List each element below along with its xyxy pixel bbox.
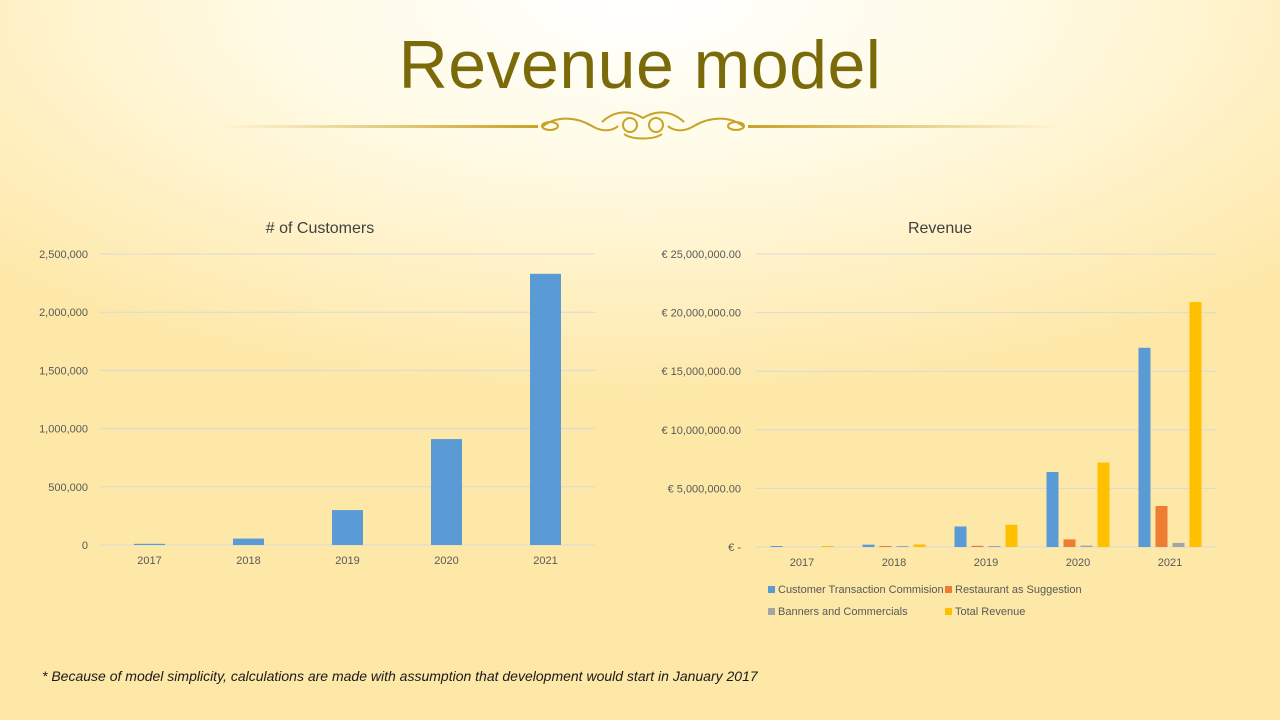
legend-entry: Customer Transaction Commision: [778, 584, 944, 596]
x-tick-label: 2018: [882, 557, 906, 569]
x-tick-label: 2019: [335, 555, 359, 567]
bar: [770, 546, 783, 547]
chart-title: # of Customers: [266, 220, 374, 237]
ornament-divider: [220, 111, 1060, 140]
legend-swatch: [768, 608, 775, 615]
y-tick-label: € 5,000,000.00: [668, 483, 741, 495]
flourish-icon: [541, 111, 745, 140]
legend-swatch: [945, 586, 952, 593]
bar: [1172, 542, 1185, 547]
x-tick-label: 2019: [974, 557, 998, 569]
y-tick-label: € 25,000,000.00: [661, 249, 741, 261]
bar: [862, 544, 875, 547]
bar: [1046, 471, 1059, 547]
bar: [1138, 347, 1151, 547]
bar: [1097, 462, 1110, 547]
x-tick-label: 2020: [1066, 557, 1090, 569]
footnote: * Because of model simplicity, calculati…: [42, 668, 758, 684]
x-tick-label: 2017: [790, 557, 814, 569]
legend-entry: Banners and Commercials: [778, 606, 908, 618]
customers-chart: # of Customers 0 500,000 1,000,000 1,500,000…: [39, 220, 595, 567]
legend-entry: Restaurant as Suggestion: [955, 584, 1082, 596]
bar: [913, 544, 926, 547]
y-tick-label: 2,500,000: [39, 249, 88, 261]
legend-entry: Total Revenue: [955, 606, 1025, 618]
y-tick-label: 1,500,000: [39, 365, 88, 377]
chart-title: Revenue: [908, 220, 972, 237]
bar: [954, 526, 967, 547]
bar: [134, 543, 165, 545]
bar: [1189, 302, 1202, 547]
divider-line-left: [220, 125, 538, 128]
bar: [896, 546, 909, 547]
y-tick-label: 1,000,000: [39, 424, 88, 436]
y-tick-label: € 10,000,000.00: [661, 425, 741, 437]
x-tick-label: 2021: [533, 555, 557, 567]
y-tick-label: 2,000,000: [39, 307, 88, 319]
bar: [1063, 539, 1076, 547]
x-tick-label: 2020: [434, 555, 458, 567]
x-tick-label: 2017: [137, 555, 161, 567]
bar: [431, 439, 462, 545]
legend-swatch: [768, 586, 775, 593]
bar: [1080, 545, 1093, 547]
y-tick-label: € -: [728, 542, 741, 554]
bar: [233, 538, 264, 545]
bar: [530, 273, 561, 545]
bar: [879, 546, 892, 547]
y-tick-label: € 20,000,000.00: [661, 308, 741, 320]
revenue-chart: Revenue € - € 5,000,000.00 € 10,000,000.00 €…: [661, 220, 1216, 618]
slide-title: Revenue model: [398, 27, 882, 103]
legend-swatch: [945, 608, 952, 615]
y-tick-label: 0: [82, 540, 88, 552]
bar: [821, 546, 834, 547]
bar: [332, 510, 363, 545]
x-tick-label: 2021: [1158, 557, 1182, 569]
y-tick-label: 500,000: [48, 482, 88, 494]
bar: [1005, 524, 1018, 547]
y-tick-label: € 15,000,000.00: [661, 366, 741, 378]
bar: [988, 546, 1001, 547]
x-tick-label: 2018: [236, 555, 260, 567]
bar: [971, 545, 984, 547]
bar: [1155, 505, 1168, 547]
divider-line-right: [748, 125, 1060, 128]
